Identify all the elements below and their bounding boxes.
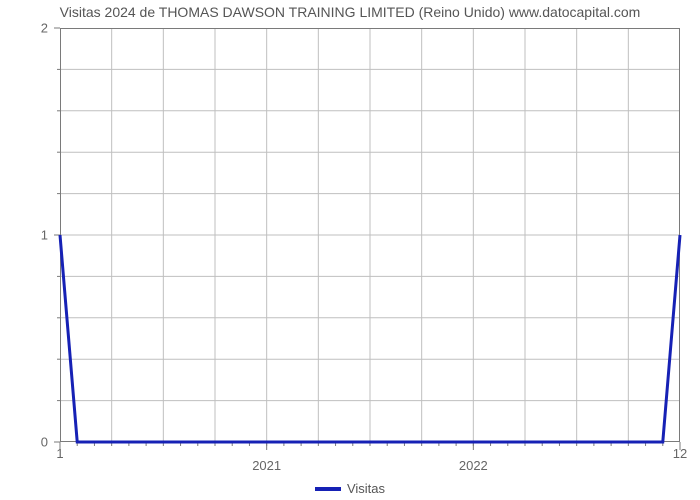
chart-container: Visitas 2024 de THOMAS DAWSON TRAINING L…	[0, 0, 700, 500]
y-axis-labels: 012	[0, 28, 52, 442]
y-tick-label: 1	[41, 228, 48, 243]
x-axis-area: 11220212022	[60, 444, 680, 474]
x-end-label: 1	[56, 446, 63, 461]
legend-label: Visitas	[347, 481, 385, 496]
legend-swatch	[315, 487, 341, 491]
x-year-label: 2021	[252, 458, 281, 473]
x-end-label: 12	[673, 446, 687, 461]
chart-title: Visitas 2024 de THOMAS DAWSON TRAINING L…	[0, 4, 700, 20]
plot-svg	[60, 28, 680, 442]
legend: Visitas	[0, 481, 700, 496]
y-tick-label: 2	[41, 21, 48, 36]
x-year-label: 2022	[459, 458, 488, 473]
y-tick-label: 0	[41, 435, 48, 450]
plot-area	[60, 28, 680, 442]
